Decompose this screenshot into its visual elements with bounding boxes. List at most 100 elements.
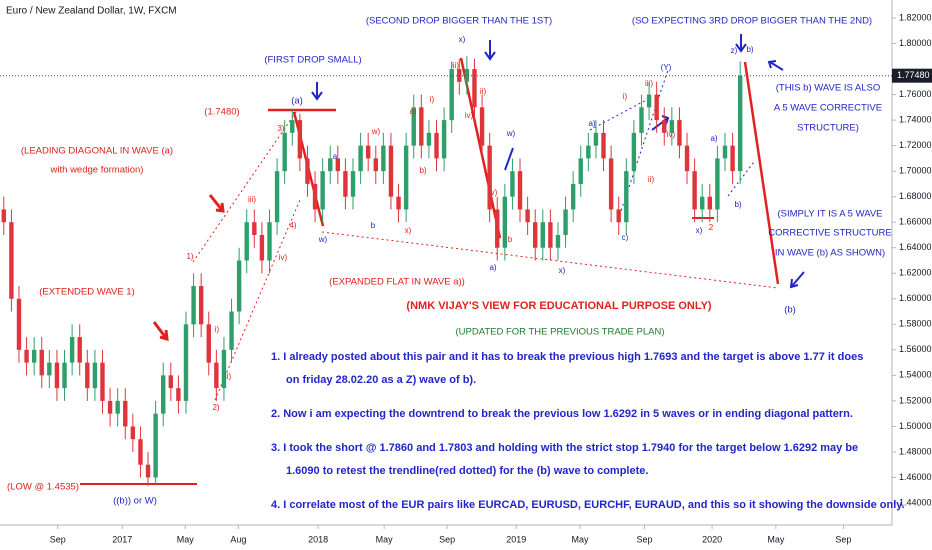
- candle-body: [47, 362, 52, 376]
- wave-label: b: [508, 235, 513, 244]
- annotation: (FIRST DROP SMALL): [264, 55, 361, 66]
- annotation: STRUCTURE): [797, 123, 859, 134]
- annotation: IN WAVE (b) AS SHOWN): [775, 248, 885, 259]
- candle-body: [510, 171, 515, 197]
- wave-label: iv): [279, 253, 288, 262]
- y-tick-label: 1.58000: [899, 319, 932, 329]
- x-tick-label: Sep: [835, 534, 851, 544]
- candle-body: [472, 69, 477, 108]
- candle-body: [388, 145, 394, 197]
- wave-label: 3): [277, 124, 284, 133]
- candle-body: [259, 234, 265, 261]
- arrow: [767, 60, 784, 71]
- candle-body: [350, 171, 356, 197]
- x-tick-label: Sep: [439, 534, 455, 544]
- candle-body: [662, 120, 667, 133]
- wave-label: x): [696, 226, 703, 235]
- annotation: (SIMPLY IT IS A 5 WAVE: [777, 209, 882, 220]
- arrow: [789, 271, 805, 289]
- candle-body: [624, 171, 629, 223]
- y-tick-label: 1.72000: [899, 140, 932, 150]
- wave-label: i): [215, 325, 220, 334]
- wave-label: b): [746, 45, 753, 54]
- y-tick-label: 1.54000: [899, 370, 932, 380]
- candle-body: [244, 222, 249, 261]
- wave-label: x): [405, 226, 412, 235]
- candle-body: [214, 362, 219, 389]
- y-tick-label: 1.52000: [899, 395, 932, 405]
- candle-body: [123, 400, 128, 427]
- candle-body: [616, 209, 621, 223]
- wave-label: iii): [645, 79, 653, 88]
- y-tick-label: 1.44000: [899, 497, 932, 507]
- wave-label: ii): [225, 372, 232, 381]
- x-tick-label: Sep: [50, 534, 66, 544]
- wave-label: i): [430, 95, 435, 104]
- annotation: (SECOND DROP BIGGER THAN THE 1ST): [366, 16, 552, 27]
- wave-label: 4): [289, 221, 296, 230]
- candle-body: [715, 158, 720, 210]
- wave-label: (Y): [661, 63, 672, 72]
- candle-body: [236, 260, 242, 312]
- wave-label: c): [622, 233, 629, 242]
- candle-body: [39, 349, 44, 376]
- candle-body: [449, 69, 454, 121]
- candle-body: [381, 145, 386, 172]
- candle-body: [62, 362, 67, 389]
- y-tick-label: 1.74000: [899, 114, 932, 124]
- x-tick-label: May: [177, 534, 195, 544]
- chart-title: Euro / New Zealand Dollar, 1W, FXCM: [6, 6, 177, 17]
- candle-body: [525, 209, 530, 223]
- candle-body: [69, 337, 75, 363]
- y-tick-label: 1.64000: [899, 242, 932, 252]
- arrow: [484, 40, 496, 61]
- candle-body: [335, 158, 341, 172]
- candle-body: [54, 362, 60, 389]
- wave-label: iii): [248, 195, 256, 204]
- annotation: (NMK VIJAY'S VIEW FOR EDUCATIONAL PURPOS…: [406, 300, 711, 312]
- annotation: (LOW @ 1.4535): [7, 482, 79, 493]
- candle-body: [419, 107, 424, 146]
- candle-body: [191, 286, 196, 325]
- x-tick-label: Sep: [637, 534, 653, 544]
- wave-label: iv): [465, 111, 474, 120]
- y-tick-label: 1.68000: [899, 191, 932, 201]
- y-tick-label: 1.60000: [899, 293, 932, 303]
- y-tick-label: 1.46000: [899, 472, 932, 482]
- annotation: (EXPANDED FLAT IN WAVE a)): [329, 277, 465, 288]
- candle-body: [183, 324, 189, 401]
- x-tick-label: 2020: [702, 534, 722, 544]
- wave-label: a: [333, 152, 338, 161]
- candle-body: [396, 196, 401, 210]
- candle-body: [107, 400, 113, 414]
- wave-label: a): [588, 119, 595, 128]
- wave-label: b: [371, 221, 376, 230]
- candle-body: [700, 196, 705, 210]
- y-tick-label: 1.80000: [899, 38, 932, 48]
- arrow: [735, 34, 747, 53]
- annotation: ((b)) or W): [113, 496, 157, 507]
- last-price-label: 1.77480: [897, 70, 930, 80]
- wave-label: w): [318, 235, 328, 244]
- wave-label: x): [459, 35, 466, 44]
- wave-label: w): [506, 129, 516, 138]
- candle-body: [221, 349, 227, 389]
- candle-body: [312, 183, 318, 210]
- y-tick-label: 1.48000: [899, 446, 932, 456]
- wave-label: v): [491, 188, 498, 197]
- drop-line: [743, 61, 780, 285]
- x-tick-label: May: [376, 534, 394, 544]
- drop-line: [459, 57, 502, 239]
- candle-body: [570, 183, 576, 210]
- candle-body: [593, 132, 599, 146]
- candle-body: [161, 375, 166, 414]
- candle-body: [9, 222, 14, 299]
- annotation: (LEADING DIAGONAL IN WAVE (a): [21, 146, 173, 157]
- drawings: [80, 34, 805, 485]
- candle-body: [639, 107, 644, 133]
- wave-label: x): [559, 266, 566, 275]
- arrow: [504, 147, 514, 171]
- annotation: (THIS b) WAVE IS ALSO: [776, 83, 881, 94]
- arrow: [152, 321, 169, 342]
- candle-body: [730, 145, 735, 172]
